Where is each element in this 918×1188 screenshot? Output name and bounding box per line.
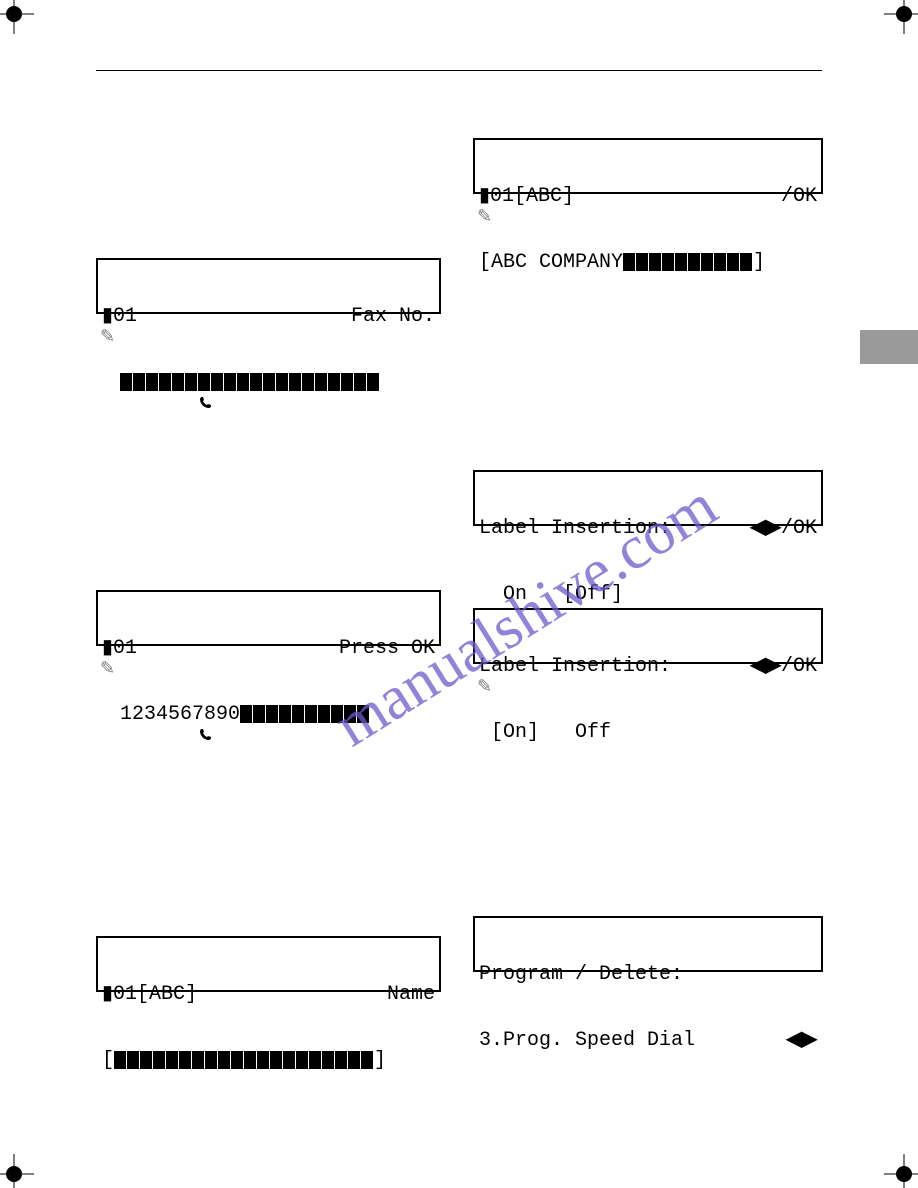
lcd-text: [ [102,1050,114,1071]
crop-mark-bottom-right [884,1154,918,1188]
pencil-icon: ✎ [100,658,115,679]
lcd-program-delete: Program / Delete: 3.Prog. Speed Dial ◀▶ [473,916,823,972]
lcd-text: Label Insertion: [479,656,671,677]
left-right-arrow-icon: ◀▶ [750,656,781,677]
phone-icon [102,374,118,390]
pencil-icon: ✎ [477,206,492,227]
lcd-text: /OK [781,186,817,207]
cursor-icon: ▮ [479,186,490,207]
lcd-text: 1234567890 [120,704,240,725]
lcd-text: On [503,584,527,605]
blank-blocks [623,253,753,271]
lcd-text: 01 [113,638,137,659]
lcd-text: /OK [781,518,817,539]
lcd-text [539,722,575,743]
crop-mark-top-left [0,0,34,34]
lcd-text: Fax No. [351,306,435,327]
lcd-text: 3.Prog. Speed Dial [479,1030,695,1051]
blank-blocks [240,705,370,723]
lcd-text: Name [387,984,435,1005]
crop-mark-bottom-left [0,1154,34,1188]
lcd-label-insertion-on: Label Insertion: ◀▶/OK [On] Off [473,608,823,664]
phone-icon [102,706,118,722]
lcd-text: Program / Delete: [479,964,683,985]
pencil-icon: ✎ [477,676,492,697]
header-rule [96,70,822,71]
lcd-press-ok: ▮01 Press OK 1234567890 [96,590,441,646]
left-right-arrow-icon: ◀▶ [786,1030,817,1051]
lcd-text: 01[ABC] [490,186,574,207]
blank-blocks [120,373,380,391]
lcd-text: [On] [491,722,539,743]
lcd-text: ] [374,1050,386,1071]
lcd-abc-company: ▮01[ABC] /OK [ABC COMPANY] [473,138,823,194]
page: ▮01 Fax No. ✎ ▮01 Press OK 1234567890 ✎ … [0,0,918,1188]
lcd-fax-no: ▮01 Fax No. [96,258,441,314]
cursor-icon: ▮ [102,306,113,327]
blank-blocks [114,1051,374,1069]
side-tab [860,330,918,364]
lcd-text: 01 [113,306,137,327]
lcd-text: [Off] [563,584,623,605]
cursor-icon: ▮ [102,638,113,659]
lcd-text: [ABC COMPANY [479,252,623,273]
cursor-icon: ▮ [102,984,113,1005]
lcd-name: ▮01[ABC] Name [] [96,936,441,992]
lcd-text: Press OK [339,638,435,659]
lcd-text: Off [575,722,611,743]
lcd-text [479,584,503,605]
lcd-text: /OK [781,656,817,677]
left-right-arrow-icon: ◀▶ [750,518,781,539]
pencil-icon: ✎ [100,326,115,347]
lcd-text: Label Insertion: [479,518,671,539]
lcd-text: 01[ABC] [113,984,197,1005]
lcd-text [479,722,491,743]
crop-mark-top-right [884,0,918,34]
lcd-text: ] [753,252,765,273]
lcd-label-insertion-off: Label Insertion: ◀▶/OK On [Off] [473,470,823,526]
lcd-text [527,584,563,605]
